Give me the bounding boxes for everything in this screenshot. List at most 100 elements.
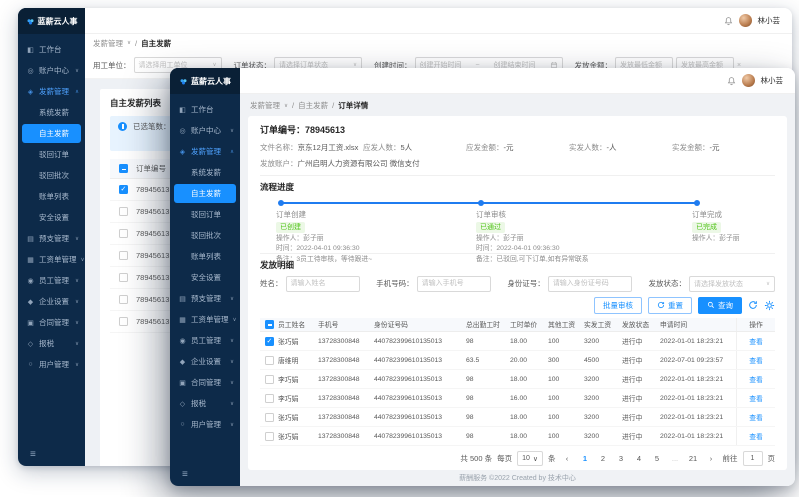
user-name[interactable]: 林小芸	[760, 76, 784, 85]
view-link[interactable]: 查看	[749, 396, 763, 403]
page-button[interactable]: 21	[688, 454, 698, 463]
process-stepper: 订单创建 已创建 操作人：彭子丽 时间：2022-04-01 09:36:30 …	[266, 200, 769, 263]
sidebar-item[interactable]: ◧ 工作台	[170, 99, 240, 120]
sidebar-item[interactable]: 安全设置	[18, 207, 85, 228]
apply-time: 2022-01-01 18:23:21	[660, 413, 724, 421]
sidebar-item[interactable]: ◈ 发薪管理 ∧	[18, 81, 85, 102]
bell-icon[interactable]	[724, 16, 733, 26]
payout-status-select[interactable]: 请选择发放状态 ∨	[688, 275, 775, 292]
order-field: 实发人数：-人	[569, 142, 672, 153]
sidebar-item[interactable]: ◎ 账户中心 ∨	[170, 120, 240, 141]
select-all-checkbox[interactable]	[264, 319, 274, 329]
sidebar-item[interactable]: 驳回批次	[18, 165, 85, 186]
sidebar-item[interactable]: 驳回批次	[170, 225, 240, 246]
sidebar-item[interactable]: ▦ 工资单管理 ∨	[18, 249, 85, 270]
bell-icon[interactable]	[727, 76, 736, 86]
gear-icon[interactable]	[764, 300, 775, 311]
sidebar-item[interactable]: 安全设置	[170, 267, 240, 288]
sidebar-collapse-toggle[interactable]: ≡	[18, 442, 85, 466]
row-checkbox[interactable]	[264, 393, 274, 403]
actual-pay: 3200	[584, 432, 600, 440]
sidebar-item[interactable]: ◉ 员工管理 ∨	[18, 270, 85, 291]
sidebar-item[interactable]: ◇ 报税 ∨	[170, 393, 240, 414]
page-button[interactable]: 1	[582, 454, 588, 463]
sidebar-item[interactable]: ▤ 预支管理 ∨	[170, 288, 240, 309]
sidebar-item[interactable]: ▣ 合同管理 ∨	[18, 312, 85, 333]
sidebar-item[interactable]: ◧ 工作台	[18, 39, 85, 60]
row-checkbox[interactable]	[118, 317, 128, 326]
sidebar-item[interactable]: ▤ 预支管理 ∨	[18, 228, 85, 249]
view-link[interactable]: 查看	[749, 434, 763, 441]
breadcrumb-root[interactable]: 发薪管理	[250, 101, 280, 110]
sidebar-item[interactable]: ◎ 账户中心 ∨	[18, 60, 85, 81]
row-checkbox[interactable]	[118, 229, 128, 238]
sidebar-item[interactable]: 自主发薪	[174, 184, 236, 203]
sidebar-item[interactable]: 系统发薪	[18, 102, 85, 123]
sidebar-item[interactable]: 驳回订单	[170, 204, 240, 225]
row-checkbox[interactable]	[118, 207, 128, 216]
next-page-button[interactable]: ›	[709, 454, 713, 463]
page-button[interactable]: 2	[600, 454, 606, 463]
breadcrumb-parent[interactable]: 自主发薪	[298, 101, 329, 110]
sidebar-item[interactable]: 系统发薪	[170, 162, 240, 183]
user-name[interactable]: 林小芸	[757, 16, 781, 25]
phone-input[interactable]	[416, 275, 491, 292]
sidebar-item[interactable]: ◇ 报税 ∨	[18, 333, 85, 354]
sidebar-item[interactable]: 账单列表	[170, 246, 240, 267]
per-page-select[interactable]: 10 ∨	[517, 451, 543, 466]
row-checkbox[interactable]	[118, 295, 128, 304]
page-button[interactable]: ...	[671, 454, 679, 463]
breadcrumb-parent[interactable]: 发薪管理	[93, 38, 123, 48]
row-checkbox[interactable]	[264, 355, 274, 365]
sidebar-item[interactable]: 驳回订单	[18, 144, 85, 165]
name-input[interactable]	[285, 275, 360, 292]
refresh-icon[interactable]	[748, 300, 758, 310]
view-link[interactable]: 查看	[749, 339, 763, 346]
row-checkbox[interactable]	[264, 412, 274, 422]
sidebar-item[interactable]: ◆ 企业设置 ∨	[18, 291, 85, 312]
view-link[interactable]: 查看	[749, 415, 763, 422]
avatar[interactable]	[738, 14, 752, 27]
idcard-input[interactable]	[547, 275, 632, 292]
sidebar-item[interactable]: ○ 用户管理 ∨	[18, 354, 85, 375]
row-checkbox[interactable]	[118, 251, 128, 260]
page-button[interactable]: 3	[618, 454, 624, 463]
sidebar-item[interactable]: ◉ 员工管理 ∨	[170, 330, 240, 351]
page-button[interactable]: 5	[654, 454, 660, 463]
payout-account-row: 发放账户：广州启明人力资源有限公司 微信支付	[260, 158, 775, 169]
payout-status: 进行中	[622, 396, 643, 403]
sidebar-item[interactable]: 自主发薪	[22, 124, 81, 143]
actual-pay: 4500	[584, 356, 600, 364]
row-checkbox[interactable]	[118, 273, 128, 282]
front-main: 林小芸 发薪管理 ∨ / 自主发薪 / 订单详情 订单编号：78945613	[240, 68, 795, 486]
sidebar-item[interactable]: ○ 用户管理 ∨	[170, 414, 240, 435]
detail-actions: 批量审核 重置 查询	[260, 296, 775, 314]
prev-page-button[interactable]: ‹	[565, 454, 569, 463]
work-hours: 98	[466, 432, 474, 440]
batch-audit-button[interactable]: 批量审核	[594, 296, 642, 314]
search-button[interactable]: 查询	[698, 296, 742, 314]
page-button[interactable]: 4	[636, 454, 642, 463]
avatar[interactable]	[741, 74, 755, 87]
menu-icon: ▤	[27, 235, 34, 243]
order-no: 78945613	[136, 229, 170, 238]
view-link[interactable]: 查看	[749, 358, 763, 365]
sidebar-item[interactable]: ▣ 合同管理 ∨	[170, 372, 240, 393]
sidebar-item[interactable]: 账单列表	[18, 186, 85, 207]
goto-page-input[interactable]	[742, 451, 763, 466]
sidebar-item[interactable]: ◆ 企业设置 ∨	[170, 351, 240, 372]
sidebar-item[interactable]: ▦ 工资单管理 ∨	[170, 309, 240, 330]
row-checkbox[interactable]	[264, 374, 274, 384]
chevron-down-icon: ∨	[765, 280, 770, 287]
row-checkbox[interactable]	[264, 431, 274, 441]
menu-label: 工作台	[191, 105, 214, 114]
select-all-checkbox[interactable]	[118, 164, 128, 173]
reset-button[interactable]: 重置	[648, 296, 692, 314]
clear-icon[interactable]: ×	[737, 61, 742, 69]
view-link[interactable]: 查看	[749, 377, 763, 384]
chevron-down-icon: ∨	[352, 62, 357, 68]
sidebar-item[interactable]: ◈ 发薪管理 ∧	[170, 141, 240, 162]
row-checkbox[interactable]	[264, 336, 274, 346]
row-checkbox[interactable]	[118, 185, 128, 194]
sidebar-collapse-toggle[interactable]: ≡	[170, 462, 240, 486]
